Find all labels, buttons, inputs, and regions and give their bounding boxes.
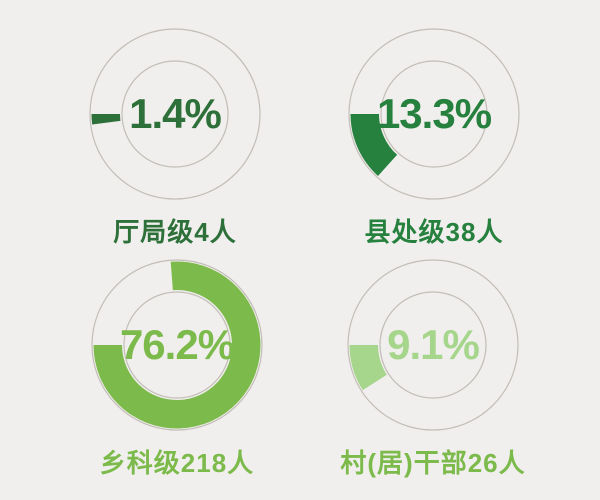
donut-ring-icon (347, 259, 519, 431)
donut-percent-value: 76.2% (119, 321, 235, 368)
donut-percent-value: 13.3% (376, 90, 492, 137)
donut-category-label: 乡科级218人 (99, 448, 255, 478)
donut-chart-tingjuji: 1.4% 厅局级4人 (45, 0, 305, 247)
donut-percent-value: 9.1% (387, 321, 480, 368)
donut-chart-xiangkeji: 76.2% 乡科级218人 (47, 231, 307, 478)
donut-ring-icon (91, 259, 263, 431)
donut-category-label: 县处级38人 (364, 217, 504, 247)
donut-chart-xianchuji: 13.3% 县处级38人 (304, 0, 564, 247)
donut-category-label: 村(居)干部26人 (340, 448, 526, 478)
donut-ring-icon (348, 28, 520, 200)
donut-percent-value: 1.4% (129, 90, 222, 137)
donut-chart-cunjuganbu: 9.1% 村(居)干部26人 (303, 231, 563, 478)
donut-ring-icon (89, 28, 261, 200)
donut-category-label: 厅局级4人 (113, 217, 237, 247)
